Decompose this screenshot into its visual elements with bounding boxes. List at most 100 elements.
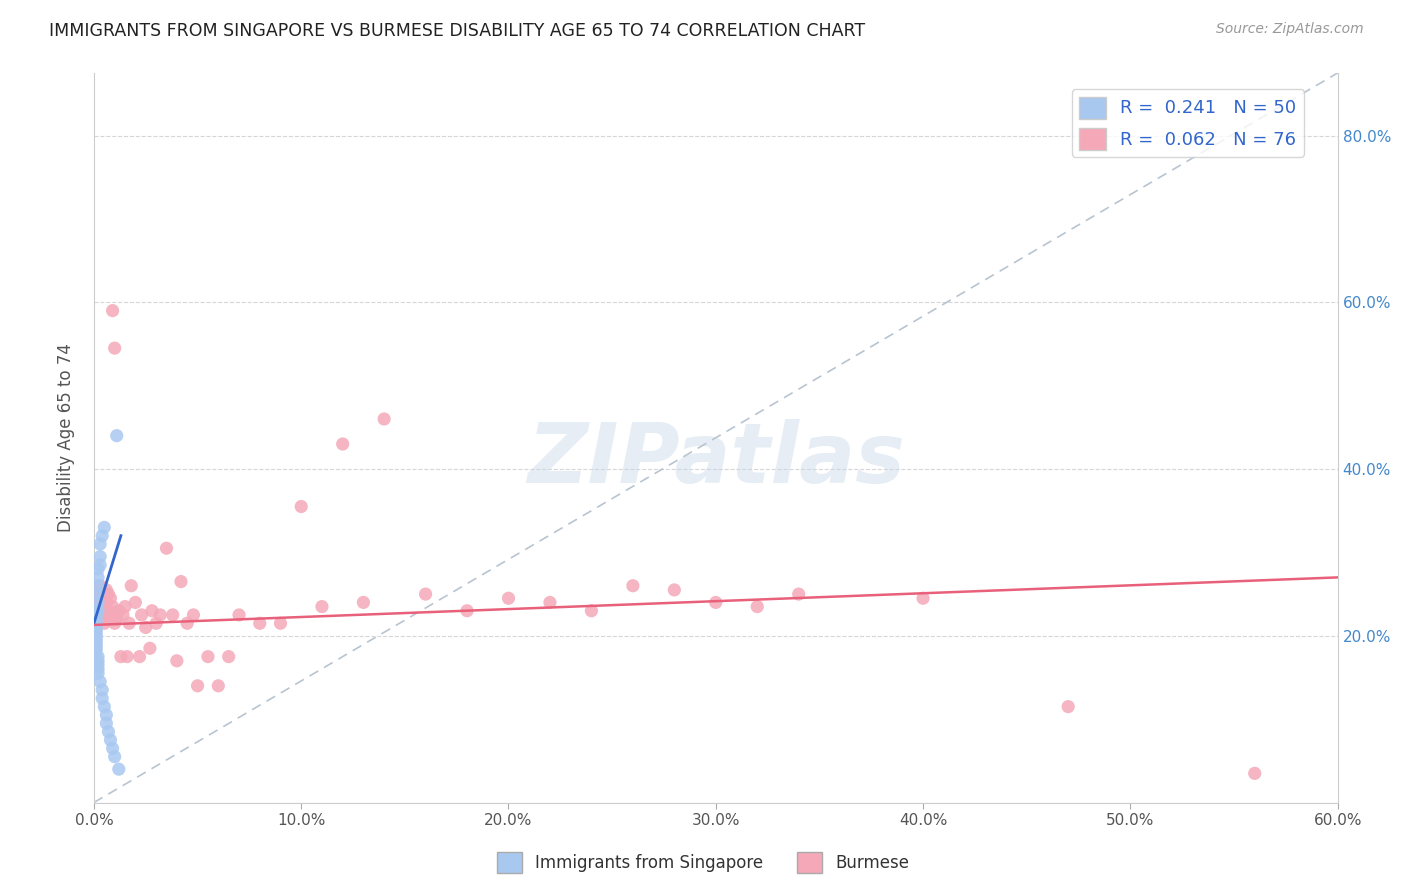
Point [100, 591, 122, 606]
Point [87, 595, 110, 609]
Point [415, 587, 437, 601]
Point [105, 612, 128, 626]
Text: IMMIGRANTS FROM SINGAPORE VS BURMESE DISABILITY AGE 65 TO 74 CORRELATION CHART: IMMIGRANTS FROM SINGAPORE VS BURMESE DIS… [49, 22, 865, 40]
Point [89, 549, 111, 564]
Point [93, 520, 115, 534]
Point [84, 632, 107, 646]
Point [89, 595, 111, 609]
Point [176, 616, 198, 631]
Text: Source: ZipAtlas.com: Source: ZipAtlas.com [1216, 22, 1364, 37]
Point [89, 579, 111, 593]
Point [89, 612, 111, 626]
Point [373, 412, 395, 426]
Point [104, 616, 127, 631]
Point [84, 629, 107, 643]
Point [84, 627, 107, 641]
Point [87, 604, 110, 618]
Point [87, 654, 110, 668]
Point [538, 595, 561, 609]
Point [1057, 699, 1080, 714]
Point [183, 607, 205, 622]
Point [110, 649, 132, 664]
Point [84, 604, 107, 618]
Point [96, 582, 118, 597]
Point [84, 608, 107, 623]
Point [87, 595, 110, 609]
Point [87, 666, 110, 681]
Point [84, 642, 107, 657]
Point [107, 604, 129, 618]
Point [84, 612, 107, 626]
Point [141, 604, 163, 618]
Point [704, 595, 727, 609]
Point [787, 587, 810, 601]
Point [84, 620, 107, 634]
Point [100, 607, 122, 622]
Point [621, 579, 644, 593]
Point [115, 649, 138, 664]
Point [107, 762, 129, 776]
Point [84, 616, 107, 631]
Point [1243, 766, 1265, 780]
Point [87, 649, 110, 664]
Point [170, 574, 193, 589]
Point [269, 616, 291, 631]
Point [89, 537, 111, 551]
Point [100, 733, 122, 747]
Point [89, 558, 111, 572]
Point [91, 683, 114, 698]
Point [581, 604, 603, 618]
Point [197, 649, 219, 664]
Point [155, 541, 177, 556]
Point [101, 599, 124, 614]
Point [97, 724, 120, 739]
Point [87, 562, 110, 576]
Point [84, 640, 107, 655]
Point [93, 591, 115, 606]
Point [89, 604, 111, 618]
Point [87, 587, 110, 601]
Point [114, 599, 136, 614]
Point [84, 579, 107, 593]
Point [84, 633, 107, 648]
Point [747, 599, 769, 614]
Point [352, 595, 374, 609]
Point [87, 612, 110, 626]
Point [84, 639, 107, 653]
Point [87, 604, 110, 618]
Point [84, 635, 107, 649]
Point [332, 437, 354, 451]
Point [124, 595, 146, 609]
Point [91, 599, 114, 614]
Point [162, 607, 184, 622]
Point [89, 674, 111, 689]
Legend: R =  0.241   N = 50, R =  0.062   N = 76: R = 0.241 N = 50, R = 0.062 N = 76 [1071, 89, 1303, 157]
Point [96, 708, 118, 723]
Point [104, 341, 127, 355]
Point [84, 606, 107, 620]
Point [91, 587, 114, 601]
Point [139, 641, 162, 656]
Point [84, 622, 107, 636]
Point [101, 303, 124, 318]
Point [96, 716, 118, 731]
Point [93, 699, 115, 714]
Legend: Immigrants from Singapore, Burmese: Immigrants from Singapore, Burmese [491, 846, 915, 880]
Point [311, 599, 333, 614]
Point [218, 649, 240, 664]
Point [111, 607, 134, 622]
Point [135, 620, 157, 634]
Point [456, 604, 478, 618]
Point [131, 607, 153, 622]
Point [93, 616, 115, 631]
Point [84, 624, 107, 638]
Point [84, 612, 107, 626]
Point [84, 614, 107, 628]
Point [84, 631, 107, 645]
Point [498, 591, 520, 606]
Point [87, 570, 110, 584]
Point [101, 741, 124, 756]
Point [87, 579, 110, 593]
Point [84, 595, 107, 609]
Point [84, 644, 107, 658]
